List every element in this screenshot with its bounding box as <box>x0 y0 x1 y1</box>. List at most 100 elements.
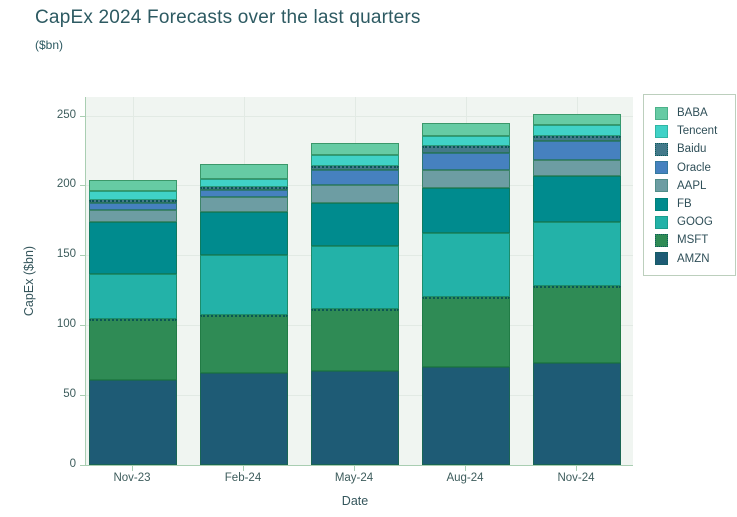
bar-segment-AMZN <box>311 371 399 465</box>
bar-segment-FB <box>89 221 177 275</box>
bar-segment-AMZN <box>422 367 510 465</box>
y-tick-label: 150 <box>56 248 76 261</box>
legend-item-AAPL: AAPL <box>655 177 735 195</box>
bar-segment-FB <box>533 175 621 222</box>
bar-segment-MSFT <box>89 318 177 381</box>
bar-segment-BABA <box>311 142 399 156</box>
legend-label: AAPL <box>677 179 707 192</box>
bar-segment-AMZN <box>200 373 288 465</box>
legend-swatch-AAPL <box>655 179 668 193</box>
y-tick-mark <box>80 465 85 466</box>
y-tick-mark <box>80 115 85 117</box>
y-axis-label: CapEx ($bn) <box>22 245 36 317</box>
y-tick-label: 50 <box>63 388 76 401</box>
bar-segment-MSFT <box>311 309 399 372</box>
bar-segment-GOOG <box>200 255 288 316</box>
bar-segment-Oracle <box>311 170 399 186</box>
bar-segment-Baidu <box>311 165 399 171</box>
horizontal-gridline <box>86 115 633 117</box>
chart-title: CapEx 2024 Forecasts over the last quart… <box>35 7 421 28</box>
bar-segment-AMZN <box>533 362 621 465</box>
y-tick-label: 100 <box>56 318 76 331</box>
bar-segment-Tencent <box>311 155 399 166</box>
x-tick-mark <box>576 466 577 471</box>
legend-item-Tencent: Tencent <box>655 122 735 140</box>
legend-item-AMZN: AMZN <box>655 250 735 268</box>
bar-segment-AAPL <box>89 209 177 222</box>
x-tick-mark <box>465 466 466 471</box>
bar-segment-BABA <box>200 163 288 179</box>
legend-swatch-Baidu <box>655 142 668 156</box>
bar-segment-MSFT <box>200 315 288 374</box>
bar-Feb-24 <box>200 163 288 465</box>
chart-subtitle: ($bn) <box>35 38 64 52</box>
legend-item-Baidu: Baidu <box>655 140 735 158</box>
legend-item-FB: FB <box>655 195 735 213</box>
plot-area <box>85 97 633 466</box>
legend-item-MSFT: MSFT <box>655 231 735 249</box>
legend-swatch-GOOG <box>655 215 668 229</box>
y-tick-label: 250 <box>56 108 76 121</box>
bar-segment-Oracle <box>200 190 288 198</box>
x-tick-mark <box>132 466 133 471</box>
bar-segment-Tencent <box>422 135 510 147</box>
legend-swatch-BABA <box>655 106 668 120</box>
bar-segment-BABA <box>533 113 621 125</box>
bar-Nov-24 <box>533 113 621 465</box>
legend-label: AMZN <box>677 252 710 265</box>
legend-label: GOOG <box>677 216 713 229</box>
legend-item-GOOG: GOOG <box>655 213 735 231</box>
x-tick-label: Nov-23 <box>113 472 151 484</box>
bar-segment-BABA <box>422 122 510 136</box>
bar-segment-Tencent <box>200 178 288 188</box>
bar-segment-AAPL <box>200 197 288 212</box>
x-tick-label: Nov-24 <box>557 472 595 484</box>
legend: BABA Tencent Baidu Oracle AAPL FB GOOG MSFT AMZN <box>643 94 736 276</box>
bar-segment-Baidu <box>200 187 288 191</box>
bar-segment-FB <box>422 187 510 233</box>
bar-segment-GOOG <box>422 232 510 297</box>
legend-item-Oracle: Oracle <box>655 159 735 177</box>
y-tick-mark <box>80 395 85 397</box>
y-tick-mark <box>80 325 85 327</box>
bar-segment-Tencent <box>89 190 177 200</box>
y-tick-label: 0 <box>69 458 76 470</box>
bar-segment-Oracle <box>89 202 177 210</box>
legend-label: Tencent <box>677 125 718 138</box>
x-tick-mark <box>354 466 355 471</box>
bar-segment-GOOG <box>533 221 621 287</box>
bar-segment-FB <box>311 202 399 247</box>
bar-segment-Baidu <box>89 199 177 203</box>
legend-swatch-Oracle <box>655 161 668 175</box>
bar-segment-Baidu <box>422 146 510 153</box>
x-tick-label: May-24 <box>334 472 374 484</box>
bar-Aug-24 <box>422 122 510 465</box>
bar-segment-Oracle <box>533 140 621 160</box>
bar-segment-AMZN <box>89 380 177 465</box>
bar-May-24 <box>311 142 399 465</box>
legend-item-BABA: BABA <box>655 104 735 122</box>
y-tick-label: 200 <box>56 178 76 191</box>
bar-segment-MSFT <box>533 286 621 363</box>
legend-swatch-Tencent <box>655 124 668 138</box>
bar-segment-Oracle <box>422 152 510 171</box>
x-tick-label: Feb-24 <box>224 472 262 484</box>
bar-segment-GOOG <box>311 246 399 310</box>
bar-segment-FB <box>200 211 288 256</box>
bar-segment-Tencent <box>533 124 621 136</box>
x-tick-label: Aug-24 <box>446 472 484 484</box>
legend-swatch-AMZN <box>655 252 668 266</box>
bar-segment-AAPL <box>311 185 399 203</box>
legend-swatch-MSFT <box>655 233 668 247</box>
bar-segment-AAPL <box>533 159 621 176</box>
bar-segment-Baidu <box>533 135 621 141</box>
legend-label: Oracle <box>677 161 711 174</box>
bar-segment-MSFT <box>422 296 510 368</box>
x-tick-mark <box>243 466 244 471</box>
x-axis-label: Date <box>341 494 369 508</box>
y-tick-mark <box>80 255 85 257</box>
bar-segment-AAPL <box>422 170 510 188</box>
bar-segment-GOOG <box>89 274 177 319</box>
y-tick-mark <box>80 185 85 187</box>
